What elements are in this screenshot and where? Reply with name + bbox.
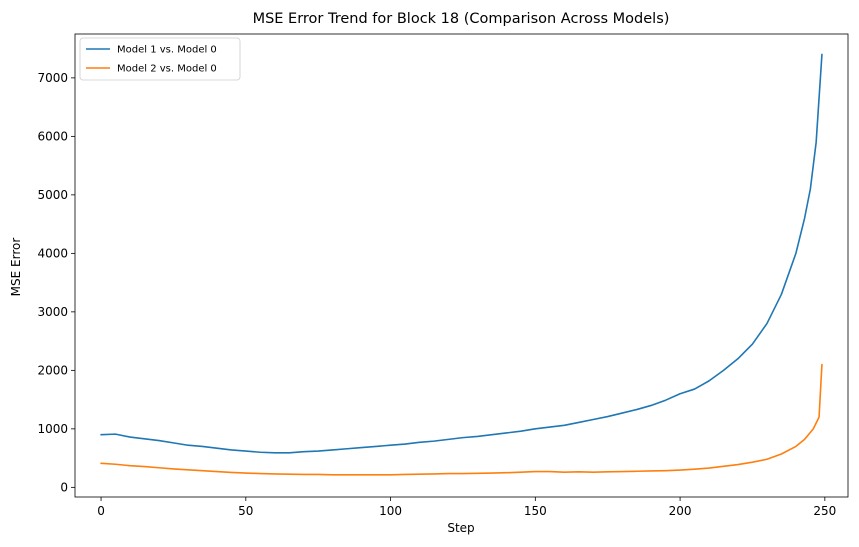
y-tick-label: 3000 bbox=[37, 305, 68, 319]
plot-area: 0 50 100 150 200 250 0 1000 2000 3000 4000 5000 6000… bbox=[37, 33, 849, 518]
legend-label-2: Model 2 vs. Model 0 bbox=[117, 64, 217, 75]
legend: Model 1 vs. Model 0 Model 2 vs. Model 0 bbox=[79, 37, 241, 81]
y-tick-label: 1000 bbox=[37, 422, 68, 436]
x-tick-label: 200 bbox=[669, 504, 692, 518]
y-tick-label: 7000 bbox=[37, 71, 68, 85]
y-tick-label: 5000 bbox=[37, 188, 68, 202]
x-tick-label: 0 bbox=[97, 504, 105, 518]
legend-label-1: Model 1 vs. Model 0 bbox=[117, 45, 217, 56]
x-tick-label: 100 bbox=[379, 504, 402, 518]
x-tick-label: 150 bbox=[524, 504, 547, 518]
x-tick-label: 250 bbox=[813, 504, 836, 518]
y-tick-label: 6000 bbox=[37, 129, 68, 143]
x-axis-label: Step bbox=[447, 521, 474, 535]
axes-frame bbox=[74, 33, 849, 498]
legend-box bbox=[79, 37, 241, 81]
y-tick-label: 2000 bbox=[37, 363, 68, 377]
series-line-1 bbox=[100, 53, 823, 454]
y-axis-label: MSE Error bbox=[9, 238, 23, 297]
chart-title: MSE Error Trend for Block 18 (Comparison… bbox=[253, 11, 670, 27]
y-tick-label: 0 bbox=[60, 480, 68, 494]
series-line-2 bbox=[100, 363, 823, 476]
x-tick-label: 50 bbox=[238, 504, 253, 518]
y-tick-label: 4000 bbox=[37, 246, 68, 260]
